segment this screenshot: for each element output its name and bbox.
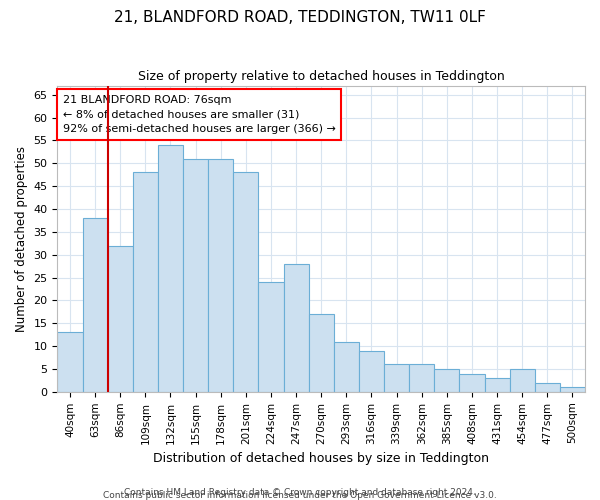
Bar xyxy=(83,218,107,392)
Bar xyxy=(308,314,334,392)
Bar xyxy=(460,374,485,392)
Bar xyxy=(284,264,308,392)
Bar xyxy=(107,246,133,392)
Bar xyxy=(58,332,83,392)
Bar xyxy=(259,282,284,392)
Bar xyxy=(158,145,183,392)
Text: 21, BLANDFORD ROAD, TEDDINGTON, TW11 0LF: 21, BLANDFORD ROAD, TEDDINGTON, TW11 0LF xyxy=(114,10,486,25)
Bar xyxy=(183,158,208,392)
Title: Size of property relative to detached houses in Teddington: Size of property relative to detached ho… xyxy=(138,70,505,83)
Bar xyxy=(334,342,359,392)
Bar xyxy=(509,369,535,392)
Bar xyxy=(409,364,434,392)
Text: 21 BLANDFORD ROAD: 76sqm
← 8% of detached houses are smaller (31)
92% of semi-de: 21 BLANDFORD ROAD: 76sqm ← 8% of detache… xyxy=(62,94,335,134)
Bar xyxy=(359,350,384,392)
Y-axis label: Number of detached properties: Number of detached properties xyxy=(15,146,28,332)
Bar xyxy=(560,387,585,392)
Bar xyxy=(434,369,460,392)
Text: Contains public sector information licensed under the Open Government Licence v3: Contains public sector information licen… xyxy=(103,491,497,500)
Bar xyxy=(485,378,509,392)
Bar xyxy=(133,172,158,392)
X-axis label: Distribution of detached houses by size in Teddington: Distribution of detached houses by size … xyxy=(153,452,489,465)
Bar xyxy=(384,364,409,392)
Text: Contains HM Land Registry data © Crown copyright and database right 2024.: Contains HM Land Registry data © Crown c… xyxy=(124,488,476,497)
Bar xyxy=(233,172,259,392)
Bar xyxy=(535,382,560,392)
Bar xyxy=(208,158,233,392)
